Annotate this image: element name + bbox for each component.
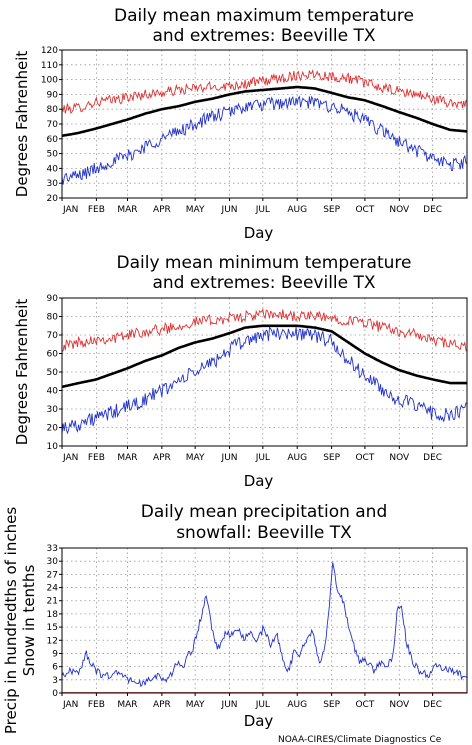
x-tick-label: DEC	[423, 453, 442, 463]
y-tick-label: 30	[47, 179, 59, 189]
series-max-line	[61, 307, 468, 352]
gridlines	[62, 50, 467, 198]
x-tick-label: NOV	[389, 700, 410, 710]
x-axis-title: Day	[244, 472, 274, 490]
x-tick-label: AUG	[287, 453, 307, 463]
x-tick-label: JAN	[62, 205, 78, 215]
x-tick-label: MAY	[186, 453, 205, 463]
x-tick-label: FEB	[88, 205, 105, 215]
x-tick-label: JUN	[221, 700, 238, 710]
x-tick-label: APR	[153, 453, 171, 463]
y-tick-label: 20	[47, 194, 59, 204]
y-tick-label: 21	[47, 597, 58, 607]
y-tick-label: 50	[47, 150, 59, 160]
y-tick-label: 15	[47, 623, 58, 633]
y-tick-label: 110	[41, 61, 58, 71]
x-axis-title: Day	[244, 224, 274, 242]
y-tick-label: 6	[52, 663, 58, 673]
y-tick-label: 18	[47, 610, 59, 620]
y-tick-label: 27	[47, 570, 58, 580]
x-tick-label: NOV	[389, 453, 410, 463]
y-tick-label: 10	[47, 442, 59, 452]
y-tick-label: 3	[52, 676, 58, 686]
x-tick-label: MAY	[186, 205, 205, 215]
x-tick-label: AUG	[287, 205, 307, 215]
y-tick-label: 12	[47, 636, 58, 646]
plot-frame	[61, 547, 468, 694]
y-tick-label: 50	[47, 368, 59, 378]
x-tick-label: MAY	[186, 700, 205, 710]
y-tick-label: 0	[52, 689, 58, 699]
x-tick-label: JUL	[255, 700, 270, 710]
y-tick-label: 60	[47, 350, 59, 360]
y-tick-label: 120	[41, 46, 58, 56]
credit-text: NOAA-CIRES/Climate Diagnostics Ce	[278, 735, 442, 745]
x-tick-label: AUG	[287, 700, 307, 710]
x-tick-label: JAN	[62, 453, 78, 463]
x-tick-label: APR	[153, 205, 171, 215]
y-tick-label: 30	[47, 405, 59, 415]
y-tick-label: 9	[52, 649, 58, 659]
y-tick-label: 80	[47, 313, 59, 323]
x-tick-label: MAR	[117, 700, 137, 710]
x-tick-label: JUN	[221, 453, 238, 463]
x-tick-label: OCT	[355, 205, 374, 215]
chart-title-line: Daily mean precipitation and	[141, 502, 388, 522]
y-tick-label: 70	[47, 331, 59, 341]
chart-title-line: snowfall: Beeville TX	[176, 523, 352, 543]
x-tick-label: FEB	[88, 453, 105, 463]
x-tick-label: FEB	[88, 700, 105, 710]
series-min-line	[61, 95, 468, 185]
chart-title-line: and extremes: Beeville TX	[152, 273, 375, 293]
y-tick-label: 33	[47, 544, 58, 554]
x-tick-label: MAR	[117, 453, 137, 463]
x-tick-label: OCT	[355, 453, 374, 463]
series-mean-line	[61, 85, 468, 138]
chart-title-line: Daily mean minimum temperature	[117, 253, 412, 273]
x-tick-label: APR	[153, 700, 171, 710]
series-precip-line	[61, 562, 468, 688]
y-axis-title: Degrees Fahrenheit	[13, 299, 31, 446]
y-tick-label: 30	[47, 557, 59, 567]
y-tick-label: 90	[47, 294, 59, 304]
x-tick-label: DEC	[423, 700, 442, 710]
y-axis-title: Precip in hundredths of inches	[2, 507, 20, 734]
x-tick-label: SEP	[323, 700, 340, 710]
y-tick-label: 24	[47, 584, 59, 594]
y-tick-label: 70	[47, 120, 59, 130]
x-tick-label: SEP	[323, 453, 340, 463]
series-mean-line	[61, 324, 467, 389]
x-axis-title: Day	[244, 712, 274, 730]
x-tick-label: OCT	[355, 700, 374, 710]
x-tick-label: MAR	[117, 205, 137, 215]
y-tick-label: 40	[47, 387, 59, 397]
chart-title-line: Daily mean maximum temperature	[114, 6, 414, 26]
y-tick-label: 90	[47, 90, 59, 100]
y-axis-title: Degrees Fahrenheit	[13, 51, 31, 198]
x-tick-label: JAN	[62, 700, 78, 710]
x-tick-label: NOV	[389, 205, 410, 215]
y-tick-label: 100	[41, 76, 58, 86]
series-max-line	[61, 68, 468, 115]
x-tick-label: SEP	[323, 205, 340, 215]
series-min-line	[61, 326, 468, 435]
x-tick-label: JUL	[255, 205, 270, 215]
x-tick-label: JUN	[221, 205, 238, 215]
gridlines	[62, 548, 467, 693]
x-tick-label: DEC	[423, 205, 442, 215]
y-tick-label: 40	[47, 164, 59, 174]
y-tick-label: 60	[47, 135, 59, 145]
y-axis-title: Snow in tenths	[20, 565, 38, 677]
y-tick-label: 20	[47, 424, 59, 434]
x-tick-label: JUL	[255, 453, 270, 463]
y-tick-label: 80	[47, 105, 59, 115]
chart-title-line: and extremes: Beeville TX	[152, 26, 375, 46]
